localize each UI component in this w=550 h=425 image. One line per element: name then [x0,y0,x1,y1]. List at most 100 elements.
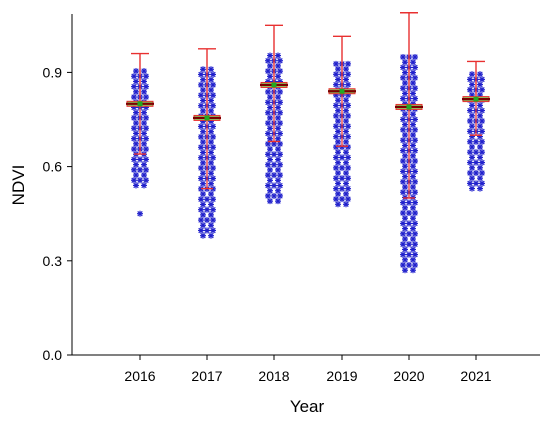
point-stroke [210,217,216,223]
data-point [210,175,216,182]
point-stroke [265,151,271,158]
point-stroke [208,149,214,156]
data-point [410,121,416,128]
data-point [412,241,418,248]
data-point [131,177,137,184]
data-point [133,172,139,179]
point-stroke [335,107,341,114]
point-stroke [345,123,351,130]
data-point [204,227,210,234]
point-stroke [406,199,412,206]
data-point [267,94,273,101]
data-point [271,192,277,199]
point-stroke [210,175,216,182]
data-point [345,112,351,119]
point-stroke [200,149,206,156]
data-point [143,166,149,173]
point-stroke [200,76,206,83]
data-point [410,111,416,118]
data-point [400,262,406,269]
point-stroke [200,128,206,135]
data-point [133,130,139,137]
point-stroke [275,115,281,121]
point-stroke [402,205,408,211]
data-point [198,144,204,151]
data-point [208,149,214,156]
data-point [469,81,475,88]
point-stroke [412,179,418,185]
data-point [402,90,408,97]
point-stroke [402,173,408,180]
data-point [477,143,483,150]
data-point [402,267,408,274]
data-point [265,99,271,106]
data-point [335,159,341,166]
data-point [412,126,418,133]
data-point [133,120,139,127]
data-point [402,69,408,76]
data-point [469,112,475,119]
data-point [210,123,216,130]
data-point [402,163,408,170]
data-point [402,236,408,243]
point-stroke [400,64,406,71]
point-stroke [335,201,341,208]
point-stroke [412,231,418,237]
data-point [267,62,273,69]
data-point [333,71,339,78]
data-point [473,159,479,166]
data-point [410,142,416,149]
data-point [400,126,406,133]
data-point [208,222,214,229]
data-point [141,120,147,127]
x-tick-label: 2018 [258,368,289,384]
data-point [410,163,416,170]
data-point [208,191,214,198]
data-point [277,182,283,189]
point-stroke [467,180,473,187]
point-stroke [275,136,281,142]
point-stroke [267,188,273,194]
data-point [333,81,339,88]
data-point [198,102,204,109]
point-stroke [345,165,351,171]
point-stroke [402,142,408,149]
point-stroke [198,144,204,151]
data-point [143,114,149,121]
data-point [412,230,418,237]
data-point [343,97,349,104]
point-stroke [343,118,349,124]
point-stroke [469,102,475,109]
point-stroke [200,201,206,208]
point-stroke [400,147,406,154]
point-stroke [412,95,418,102]
point-stroke [479,118,485,124]
data-point [208,107,214,114]
point-stroke [133,78,139,85]
data-point [275,166,281,173]
data-point [141,109,147,116]
point-stroke [267,156,273,163]
data-point [210,227,216,234]
point-stroke [271,141,277,147]
point-stroke [400,54,406,60]
data-point [210,133,216,140]
point-stroke [467,149,473,155]
point-stroke [141,161,147,168]
point-stroke [410,267,416,273]
point-stroke [210,206,216,213]
point-stroke [479,87,485,93]
data-point [343,180,349,187]
data-point [410,215,416,222]
point-stroke [410,205,416,211]
point-stroke [200,66,206,73]
y-axis-title: NDVI [9,165,28,206]
point-stroke [479,128,485,135]
point-stroke [143,125,149,131]
point-stroke [267,94,273,100]
point-stroke [277,89,283,95]
point-stroke [210,82,216,88]
data-point [402,111,408,118]
point-stroke [275,125,281,132]
data-point [345,133,351,140]
